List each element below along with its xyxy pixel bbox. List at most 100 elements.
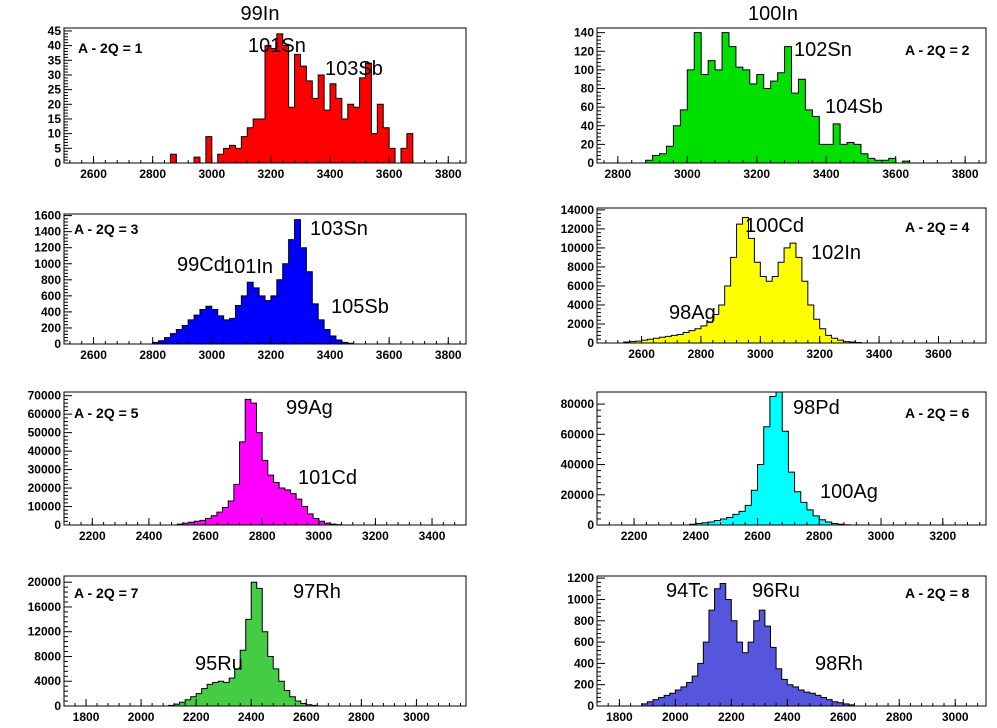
- y-tick-label: 8000: [567, 260, 594, 274]
- x-tick-label: 2600: [80, 348, 107, 362]
- panel-label: A - 2Q = 7: [74, 585, 139, 601]
- panel-label: A - 2Q = 8: [905, 585, 970, 601]
- y-tick-label: 16000: [28, 600, 62, 614]
- y-tick-label: 1000: [567, 592, 594, 606]
- x-tick-label: 3200: [806, 347, 833, 361]
- y-tick-label: 20000: [561, 488, 595, 502]
- histogram-fill: [168, 581, 318, 707]
- y-tick-label: 100: [574, 63, 594, 77]
- x-tick-label: 3200: [362, 529, 389, 543]
- y-tick-label: 30000: [28, 463, 62, 477]
- x-tick-label: 3400: [317, 348, 344, 362]
- isotope-annotation: 98Ag: [669, 302, 716, 324]
- x-tick-label: 2200: [621, 529, 648, 543]
- x-tick-label: 2800: [688, 347, 715, 361]
- isotope-annotation: 97Rh: [293, 581, 341, 603]
- column-title-right: 100In: [748, 3, 798, 25]
- y-tick-label: 4000: [567, 298, 594, 312]
- x-tick-label: 2800: [249, 529, 276, 543]
- x-tick-label: 2800: [139, 348, 166, 362]
- x-tick-label: 2400: [136, 529, 163, 543]
- histogram-panel: 0 4000 8000 12000 16000 20000 1800 2000 2200 2400…: [28, 575, 467, 724]
- column-title-left: 99In: [241, 3, 280, 25]
- histogram-panel: 0 20 40 60 80 100 120 140 2800 3000 3200 3400 3600 38…: [574, 26, 987, 181]
- plot-frame: [63, 575, 467, 707]
- plot-frame: [596, 207, 987, 344]
- isotope-annotation: 102In: [811, 242, 861, 264]
- x-tick-label: 2000: [128, 710, 155, 724]
- isotope-annotation: 95Ru: [195, 653, 243, 675]
- y-tick-label: 0: [54, 699, 61, 713]
- y-tick-label: 12000: [561, 222, 595, 236]
- x-tick-label: 2800: [886, 710, 913, 724]
- x-tick-label: 3000: [674, 167, 701, 181]
- y-tick-label: 800: [41, 273, 61, 287]
- y-tick-label: 0: [587, 699, 594, 713]
- y-tick-label: 400: [41, 305, 61, 319]
- y-tick-label: 20: [581, 137, 595, 151]
- y-tick-label: 50000: [28, 426, 62, 440]
- x-tick-label: 3400: [317, 167, 344, 181]
- x-tick-label: 2600: [744, 529, 771, 543]
- isotope-annotation: 102Sn: [794, 39, 852, 61]
- x-tick-label: 3000: [403, 710, 430, 724]
- isotope-annotation: 99Ag: [286, 397, 333, 419]
- y-tick-label: 200: [574, 678, 594, 692]
- y-tick-label: 0: [587, 156, 594, 170]
- y-tick-label: 5: [54, 141, 61, 155]
- x-tick-label: 3400: [866, 347, 893, 361]
- isotope-annotation: 96Ru: [752, 580, 800, 602]
- y-tick-label: 600: [41, 289, 61, 303]
- y-tick-label: 0: [54, 337, 61, 351]
- y-tick-label: 20000: [28, 575, 62, 589]
- x-tick-label: 3000: [942, 710, 969, 724]
- isotope-annotation: 103Sb: [325, 58, 383, 80]
- x-tick-label: 3600: [925, 347, 952, 361]
- x-tick-label: 2400: [774, 710, 801, 724]
- y-tick-label: 25: [48, 83, 62, 97]
- y-tick-label: 4000: [34, 674, 61, 688]
- x-tick-label: 2400: [682, 529, 709, 543]
- x-tick-label: 3400: [813, 167, 840, 181]
- y-tick-label: 40000: [561, 458, 595, 472]
- isotope-annotation: 100Cd: [745, 215, 804, 237]
- isotope-annotation: 101Cd: [298, 467, 357, 489]
- isotope-annotation: 99Cd: [177, 254, 225, 276]
- x-tick-label: 2200: [718, 710, 745, 724]
- panel-label: A - 2Q = 4: [905, 219, 970, 235]
- x-tick-label: 2600: [830, 710, 857, 724]
- y-tick-label: 2000: [567, 317, 594, 331]
- x-tick-label: 2600: [628, 347, 655, 361]
- y-tick-label: 60000: [28, 407, 62, 421]
- x-tick-label: 3000: [198, 348, 225, 362]
- x-tick-label: 2600: [293, 710, 320, 724]
- histogram-fill: [689, 391, 851, 526]
- x-tick-label: 2200: [183, 710, 210, 724]
- panel-label: A - 2Q = 1: [78, 40, 143, 56]
- x-tick-label: 3000: [305, 529, 332, 543]
- y-tick-label: 10: [48, 127, 62, 141]
- y-tick-label: 0: [54, 518, 61, 532]
- x-tick-label: 2200: [79, 529, 106, 543]
- isotope-annotation: 101Sn: [248, 35, 306, 57]
- x-tick-label: 1800: [73, 710, 100, 724]
- y-tick-label: 10000: [561, 241, 595, 255]
- y-tick-label: 1200: [567, 571, 594, 585]
- x-tick-label: 3200: [258, 348, 285, 362]
- panel-label: A - 2Q = 3: [74, 221, 139, 237]
- y-tick-label: 8000: [34, 649, 61, 663]
- x-tick-label: 2800: [139, 167, 166, 181]
- y-tick-label: 20: [48, 97, 62, 111]
- x-tick-label: 2800: [604, 167, 631, 181]
- x-tick-label: 3000: [868, 529, 895, 543]
- y-tick-label: 45: [48, 24, 62, 38]
- y-tick-label: 140: [574, 26, 594, 40]
- x-tick-label: 2800: [806, 529, 833, 543]
- y-tick-label: 12000: [28, 625, 62, 639]
- x-tick-label: 3600: [882, 167, 909, 181]
- x-tick-label: 2600: [80, 167, 107, 181]
- y-tick-label: 60: [581, 100, 595, 114]
- panel-label: A - 2Q = 2: [905, 42, 970, 58]
